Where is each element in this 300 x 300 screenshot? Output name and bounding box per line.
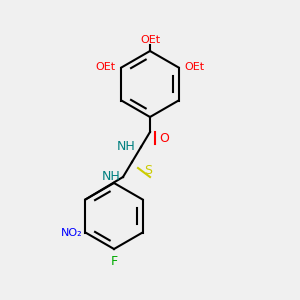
Text: O: O bbox=[159, 131, 169, 145]
Text: NH: NH bbox=[117, 140, 135, 154]
Text: F: F bbox=[110, 255, 118, 268]
Text: NH: NH bbox=[102, 170, 120, 184]
Text: OEt: OEt bbox=[140, 35, 160, 45]
Text: OEt: OEt bbox=[184, 62, 205, 73]
Text: NO₂: NO₂ bbox=[61, 227, 82, 238]
Text: OEt: OEt bbox=[95, 62, 116, 73]
Text: S: S bbox=[144, 164, 152, 178]
